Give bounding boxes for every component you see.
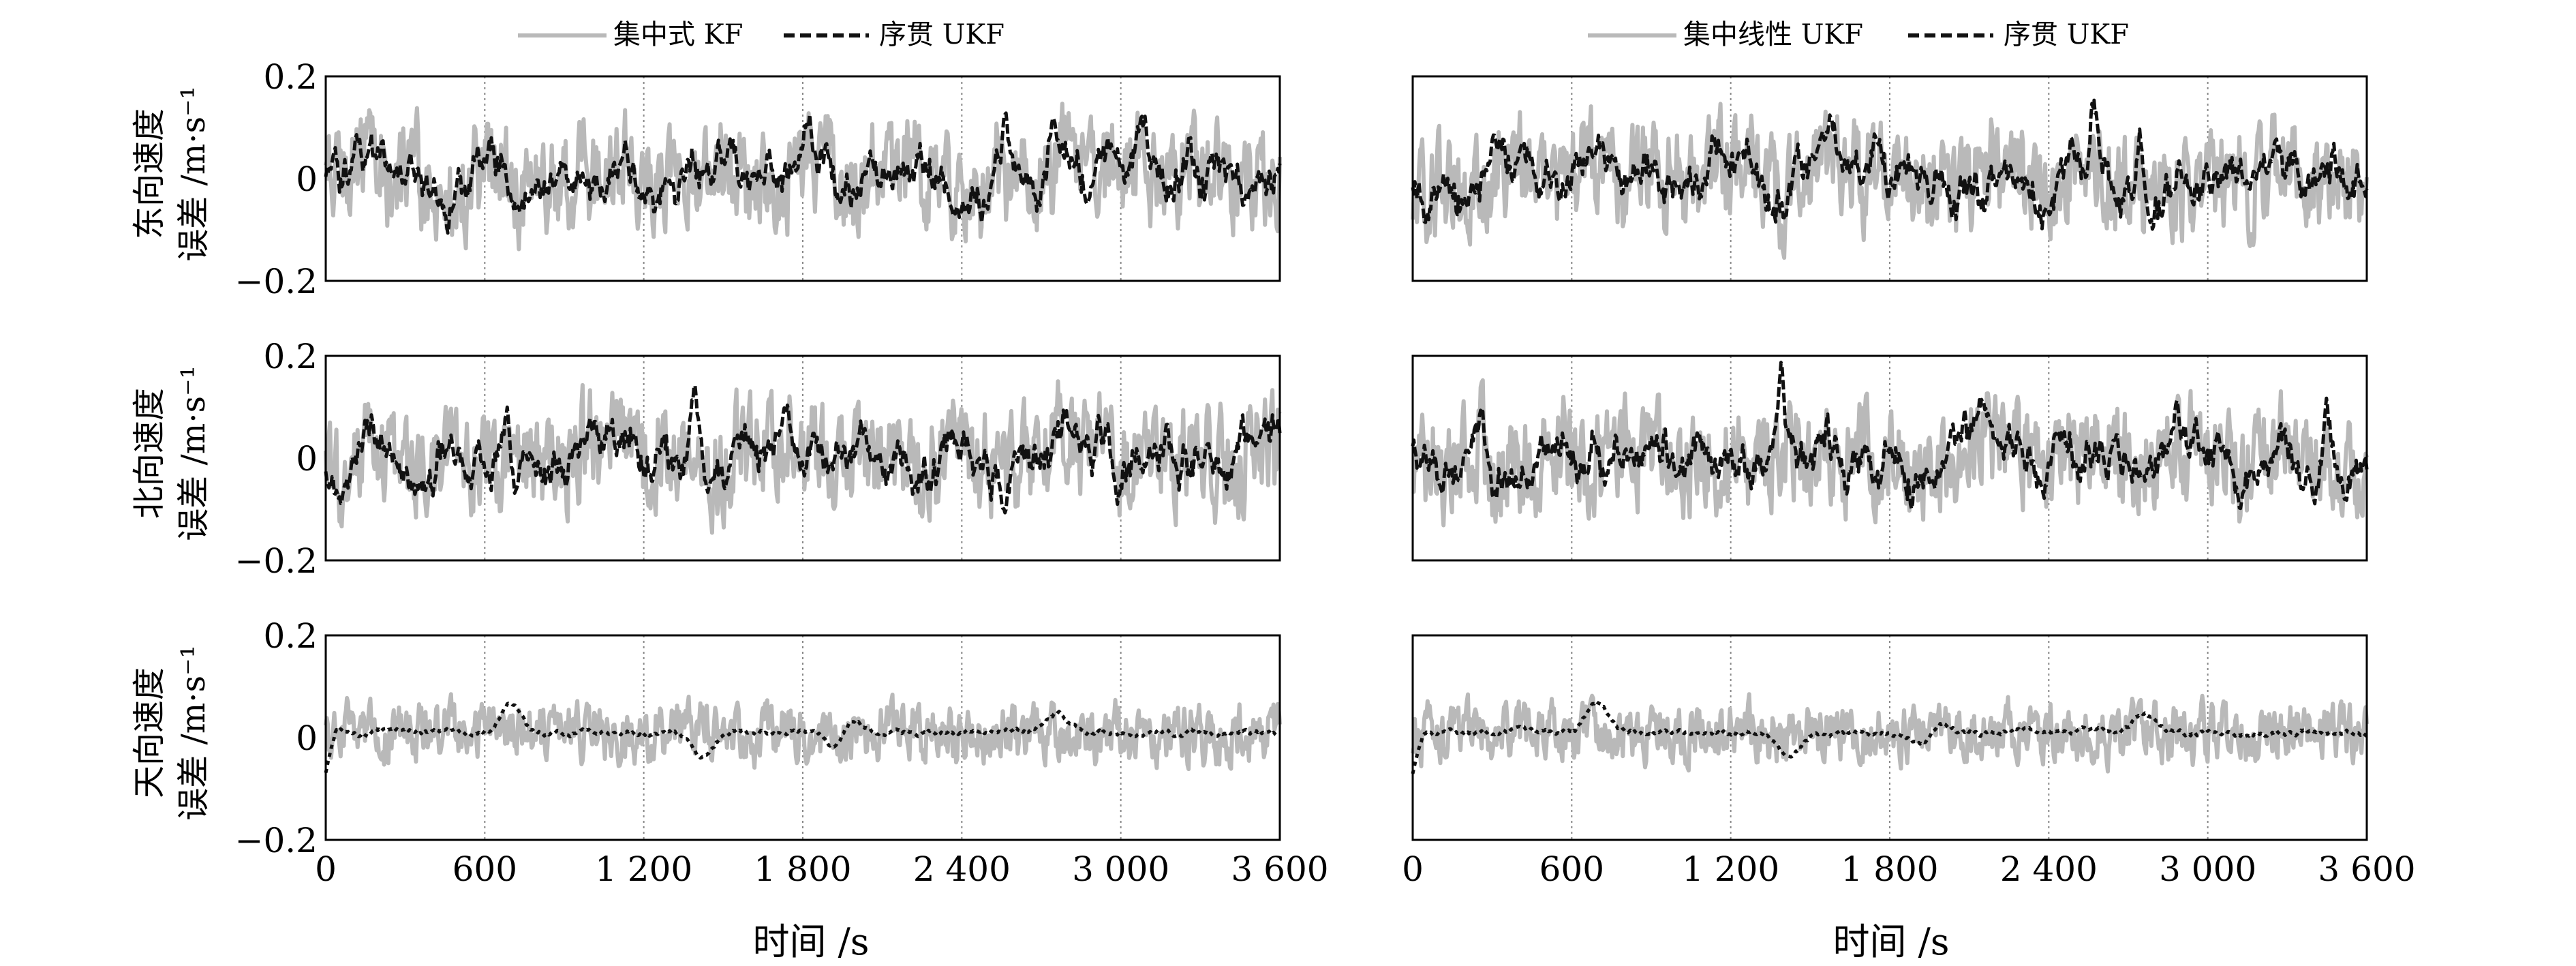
series-line-right-east-ukf: [1411, 98, 2369, 231]
xtick-label: 3 000: [2159, 849, 2256, 889]
ytick-label: 0.2: [263, 337, 318, 376]
ylabel-north: 北向速度 误差 /m·s⁻¹: [130, 365, 213, 541]
ytick-label: 0: [296, 439, 318, 479]
series-line-left-north-ukf: [324, 384, 1282, 515]
series-line-right-north-ref: [1411, 378, 2369, 528]
panel-left-east: 0.2 0 −0.2: [235, 57, 1282, 301]
panel-frame: [324, 354, 1281, 562]
xlabel-left: 时间 /s: [752, 920, 869, 963]
panel-right-north: [1411, 354, 2369, 562]
panel-left-up: 0.2 0 −0.2: [235, 616, 1282, 860]
legend-label-left-ukf: 序贯 UKF: [879, 19, 1005, 50]
ytick-label: −0.2: [235, 541, 318, 581]
xtick-label: 3 000: [1072, 849, 1169, 889]
xtick-label: 2 400: [913, 849, 1011, 889]
ylabel-east: 东向速度 误差 /m·s⁻¹: [130, 86, 213, 261]
panel-right-up: [1411, 634, 2369, 841]
panel-frame: [1411, 354, 2368, 562]
xtick-label: 1 800: [754, 849, 851, 889]
xtick-label: 1 200: [595, 849, 692, 889]
xtick-label: 1 200: [1682, 849, 1779, 889]
panel-frame: [324, 75, 1281, 282]
ytick-label: 0.2: [263, 57, 318, 97]
panel-frame: [1411, 634, 2368, 841]
right-legend: 集中线性 UKF 序贯 UKF: [1588, 19, 2129, 50]
ytick-label: 0: [296, 160, 318, 199]
ylabel-east-line1: 东向速度: [130, 108, 168, 239]
series-line-left-up-ref: [324, 692, 1282, 772]
ytick-label: 0: [296, 719, 318, 758]
panel-frame: [1411, 75, 2368, 282]
xtick-label: 0: [1402, 849, 1424, 889]
ylabel-up: 天向速度 误差 /m·s⁻¹: [130, 645, 213, 820]
xtick-label: 1 800: [1841, 849, 1938, 889]
legend-label-right-ukf: 序贯 UKF: [2004, 19, 2129, 50]
plot-area: 0.20−0.20.20−0.20.20−0.20 600 1 200 1 800 2 …: [235, 57, 2416, 889]
legend-label-left-kf: 集中式 KF: [613, 19, 743, 50]
ytick-label: −0.2: [235, 821, 318, 860]
left-legend: 集中式 KF 序贯 UKF: [518, 19, 1005, 50]
ytick-label: −0.2: [235, 262, 318, 301]
panel-frame: [324, 634, 1281, 841]
ylabel-north-line2: 误差 /m·s⁻¹: [174, 365, 213, 541]
legend-label-right-ukf-linear: 集中线性 UKF: [1683, 19, 1863, 50]
series-line-left-east-ukf: [324, 111, 1282, 235]
xtick-label: 3 600: [1231, 849, 1328, 889]
xtick-label: 600: [453, 849, 517, 889]
ylabel-east-line2: 误差 /m·s⁻¹: [174, 86, 213, 261]
xlabel-right: 时间 /s: [1833, 920, 1949, 963]
series-line-right-up-ukf: [1411, 699, 2368, 774]
ytick-label: 0.2: [263, 616, 318, 656]
series-line-left-north-ref: [324, 379, 1282, 535]
ylabel-north-line1: 北向速度: [130, 388, 168, 519]
series-line-left-east-ref: [324, 102, 1282, 252]
xtick-label: 3 600: [2318, 849, 2415, 889]
ylabel-up-line2: 误差 /m·s⁻¹: [174, 645, 213, 820]
xtick-label: 0: [315, 849, 337, 889]
ylabel-up-line1: 天向速度: [130, 667, 168, 798]
series-line-left-up-ukf: [324, 701, 1281, 774]
series-line-right-up-ref: [1411, 692, 2369, 774]
xtick-label: 600: [1539, 849, 1604, 889]
panel-left-north: 0.2 0 −0.2: [235, 337, 1282, 581]
series-line-right-north-ukf: [1411, 361, 2369, 511]
xtick-label: 2 400: [2000, 849, 2098, 889]
panel-right-east: [1411, 75, 2369, 282]
